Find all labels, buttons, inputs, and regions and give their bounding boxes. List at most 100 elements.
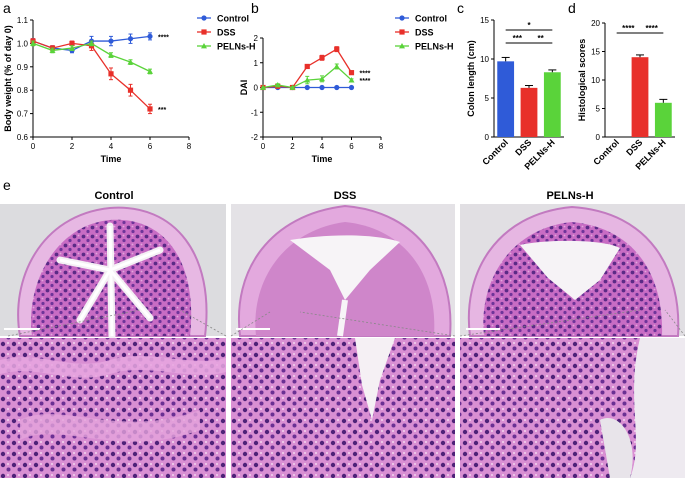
x-tick-label: 4 xyxy=(109,142,114,151)
bar-2 xyxy=(543,72,561,137)
x-tick-label: 0 xyxy=(31,142,36,151)
significance-label: **** xyxy=(360,78,371,85)
histology-control-zoom xyxy=(0,338,226,478)
significance-label: **** xyxy=(645,24,658,33)
data-point xyxy=(333,63,340,69)
y-tick-label: 0 xyxy=(254,84,259,93)
histology-dss-zoom xyxy=(231,338,455,478)
significance-label: **** xyxy=(360,71,371,78)
x-tick-label: 6 xyxy=(349,142,354,151)
x-tick-label: 8 xyxy=(187,142,192,151)
data-point xyxy=(334,46,340,52)
data-point xyxy=(127,36,134,42)
data-point xyxy=(274,82,281,88)
y-tick-label: 5 xyxy=(485,94,490,103)
significance-label: *** xyxy=(513,34,523,43)
y-tick-label: -2 xyxy=(251,133,259,142)
x-tick-label: DSS xyxy=(624,137,644,157)
data-point xyxy=(69,45,75,51)
histology-control-overview xyxy=(0,204,227,340)
y-tick-label: 0.8 xyxy=(17,86,29,95)
x-tick-label: 2 xyxy=(70,142,75,151)
panel-letter-e: e xyxy=(3,177,11,193)
x-axis-label: Time xyxy=(101,154,122,164)
y-tick-label: -1 xyxy=(251,108,259,117)
bar-1 xyxy=(631,57,649,138)
significance-label: *** xyxy=(158,107,166,114)
legend-marker xyxy=(201,29,207,35)
data-point xyxy=(108,71,114,77)
y-tick-label: 10 xyxy=(591,76,600,85)
histology-pelns-zoom xyxy=(460,338,685,478)
histology-title-control: Control xyxy=(94,190,133,202)
bar-2 xyxy=(654,102,672,137)
legend-marker xyxy=(399,15,405,21)
data-point xyxy=(147,33,153,39)
panel-letter-b: b xyxy=(251,0,259,16)
legend-label: PELNs-H xyxy=(415,42,454,52)
data-point xyxy=(304,63,310,70)
legend-label: Control xyxy=(415,14,447,24)
y-tick-label: 0.7 xyxy=(17,110,29,119)
y-axis-label: Colon length (cm) xyxy=(466,40,476,117)
data-point xyxy=(334,84,340,91)
y-tick-label: 2 xyxy=(254,34,259,43)
data-point xyxy=(348,77,355,83)
data-point xyxy=(69,40,75,46)
data-point xyxy=(319,84,325,91)
y-tick-label: 1.0 xyxy=(17,39,29,48)
data-point xyxy=(260,84,266,90)
significance-label: ** xyxy=(538,34,545,43)
y-axis-label: Body weight (% of day 0) xyxy=(3,25,13,132)
data-point xyxy=(289,84,296,90)
data-point xyxy=(319,75,325,82)
legend-label: DSS xyxy=(415,28,434,38)
legend-label: Control xyxy=(217,14,249,24)
data-point xyxy=(88,40,95,46)
bar-1 xyxy=(520,87,538,137)
data-point xyxy=(304,84,310,91)
significance-label: **** xyxy=(158,34,169,41)
significance-label: * xyxy=(527,21,531,30)
y-axis-label: Histological scores xyxy=(577,39,587,122)
data-point xyxy=(49,47,56,53)
histology-title-pelns: PELNs-H xyxy=(546,190,593,202)
data-point xyxy=(108,38,114,44)
y-tick-label: 5 xyxy=(596,105,601,114)
chart-a-body-weight: 0.6 0.7 0.8 0.9 1.0 1.1 0 2 4 6 8 Time Body weight (… xyxy=(3,14,256,165)
y-tick-label: 0 xyxy=(485,133,490,142)
data-point xyxy=(147,106,153,112)
data-point xyxy=(108,52,114,58)
x-tick-label: 6 xyxy=(148,142,153,151)
y-tick-label: 10 xyxy=(480,55,489,64)
bar-0 xyxy=(497,61,515,138)
data-point xyxy=(319,55,325,61)
x-tick-label: DSS xyxy=(513,137,533,157)
y-tick-label: 0.6 xyxy=(17,133,29,142)
y-tick-label: 1.1 xyxy=(17,16,29,25)
data-point xyxy=(304,77,311,83)
legend-label: DSS xyxy=(217,28,236,38)
legend-marker xyxy=(201,15,207,21)
data-point xyxy=(147,68,153,74)
data-point xyxy=(348,84,355,91)
legend-marker xyxy=(399,29,405,35)
x-tick-label: 8 xyxy=(379,142,384,151)
histology-pelns-overview xyxy=(459,204,685,337)
chart-b-dai: -2 -1 0 1 2 0 2 4 6 8 Time DAI ******** Control DSS PEL… xyxy=(239,14,454,165)
y-tick-label: 0.9 xyxy=(17,63,29,72)
x-tick-label: 2 xyxy=(290,142,295,151)
panel-letter-a: a xyxy=(3,0,11,16)
x-tick-label: 0 xyxy=(261,142,266,151)
legend-label: PELNs-H xyxy=(217,42,256,52)
significance-label: **** xyxy=(622,24,635,33)
panel-letter-c: c xyxy=(457,0,464,16)
y-tick-label: 1 xyxy=(254,59,259,68)
data-point xyxy=(348,70,355,76)
histology-dss-overview xyxy=(230,204,456,337)
y-tick-label: 20 xyxy=(591,19,600,28)
data-point xyxy=(127,87,134,93)
data-point xyxy=(30,40,36,46)
